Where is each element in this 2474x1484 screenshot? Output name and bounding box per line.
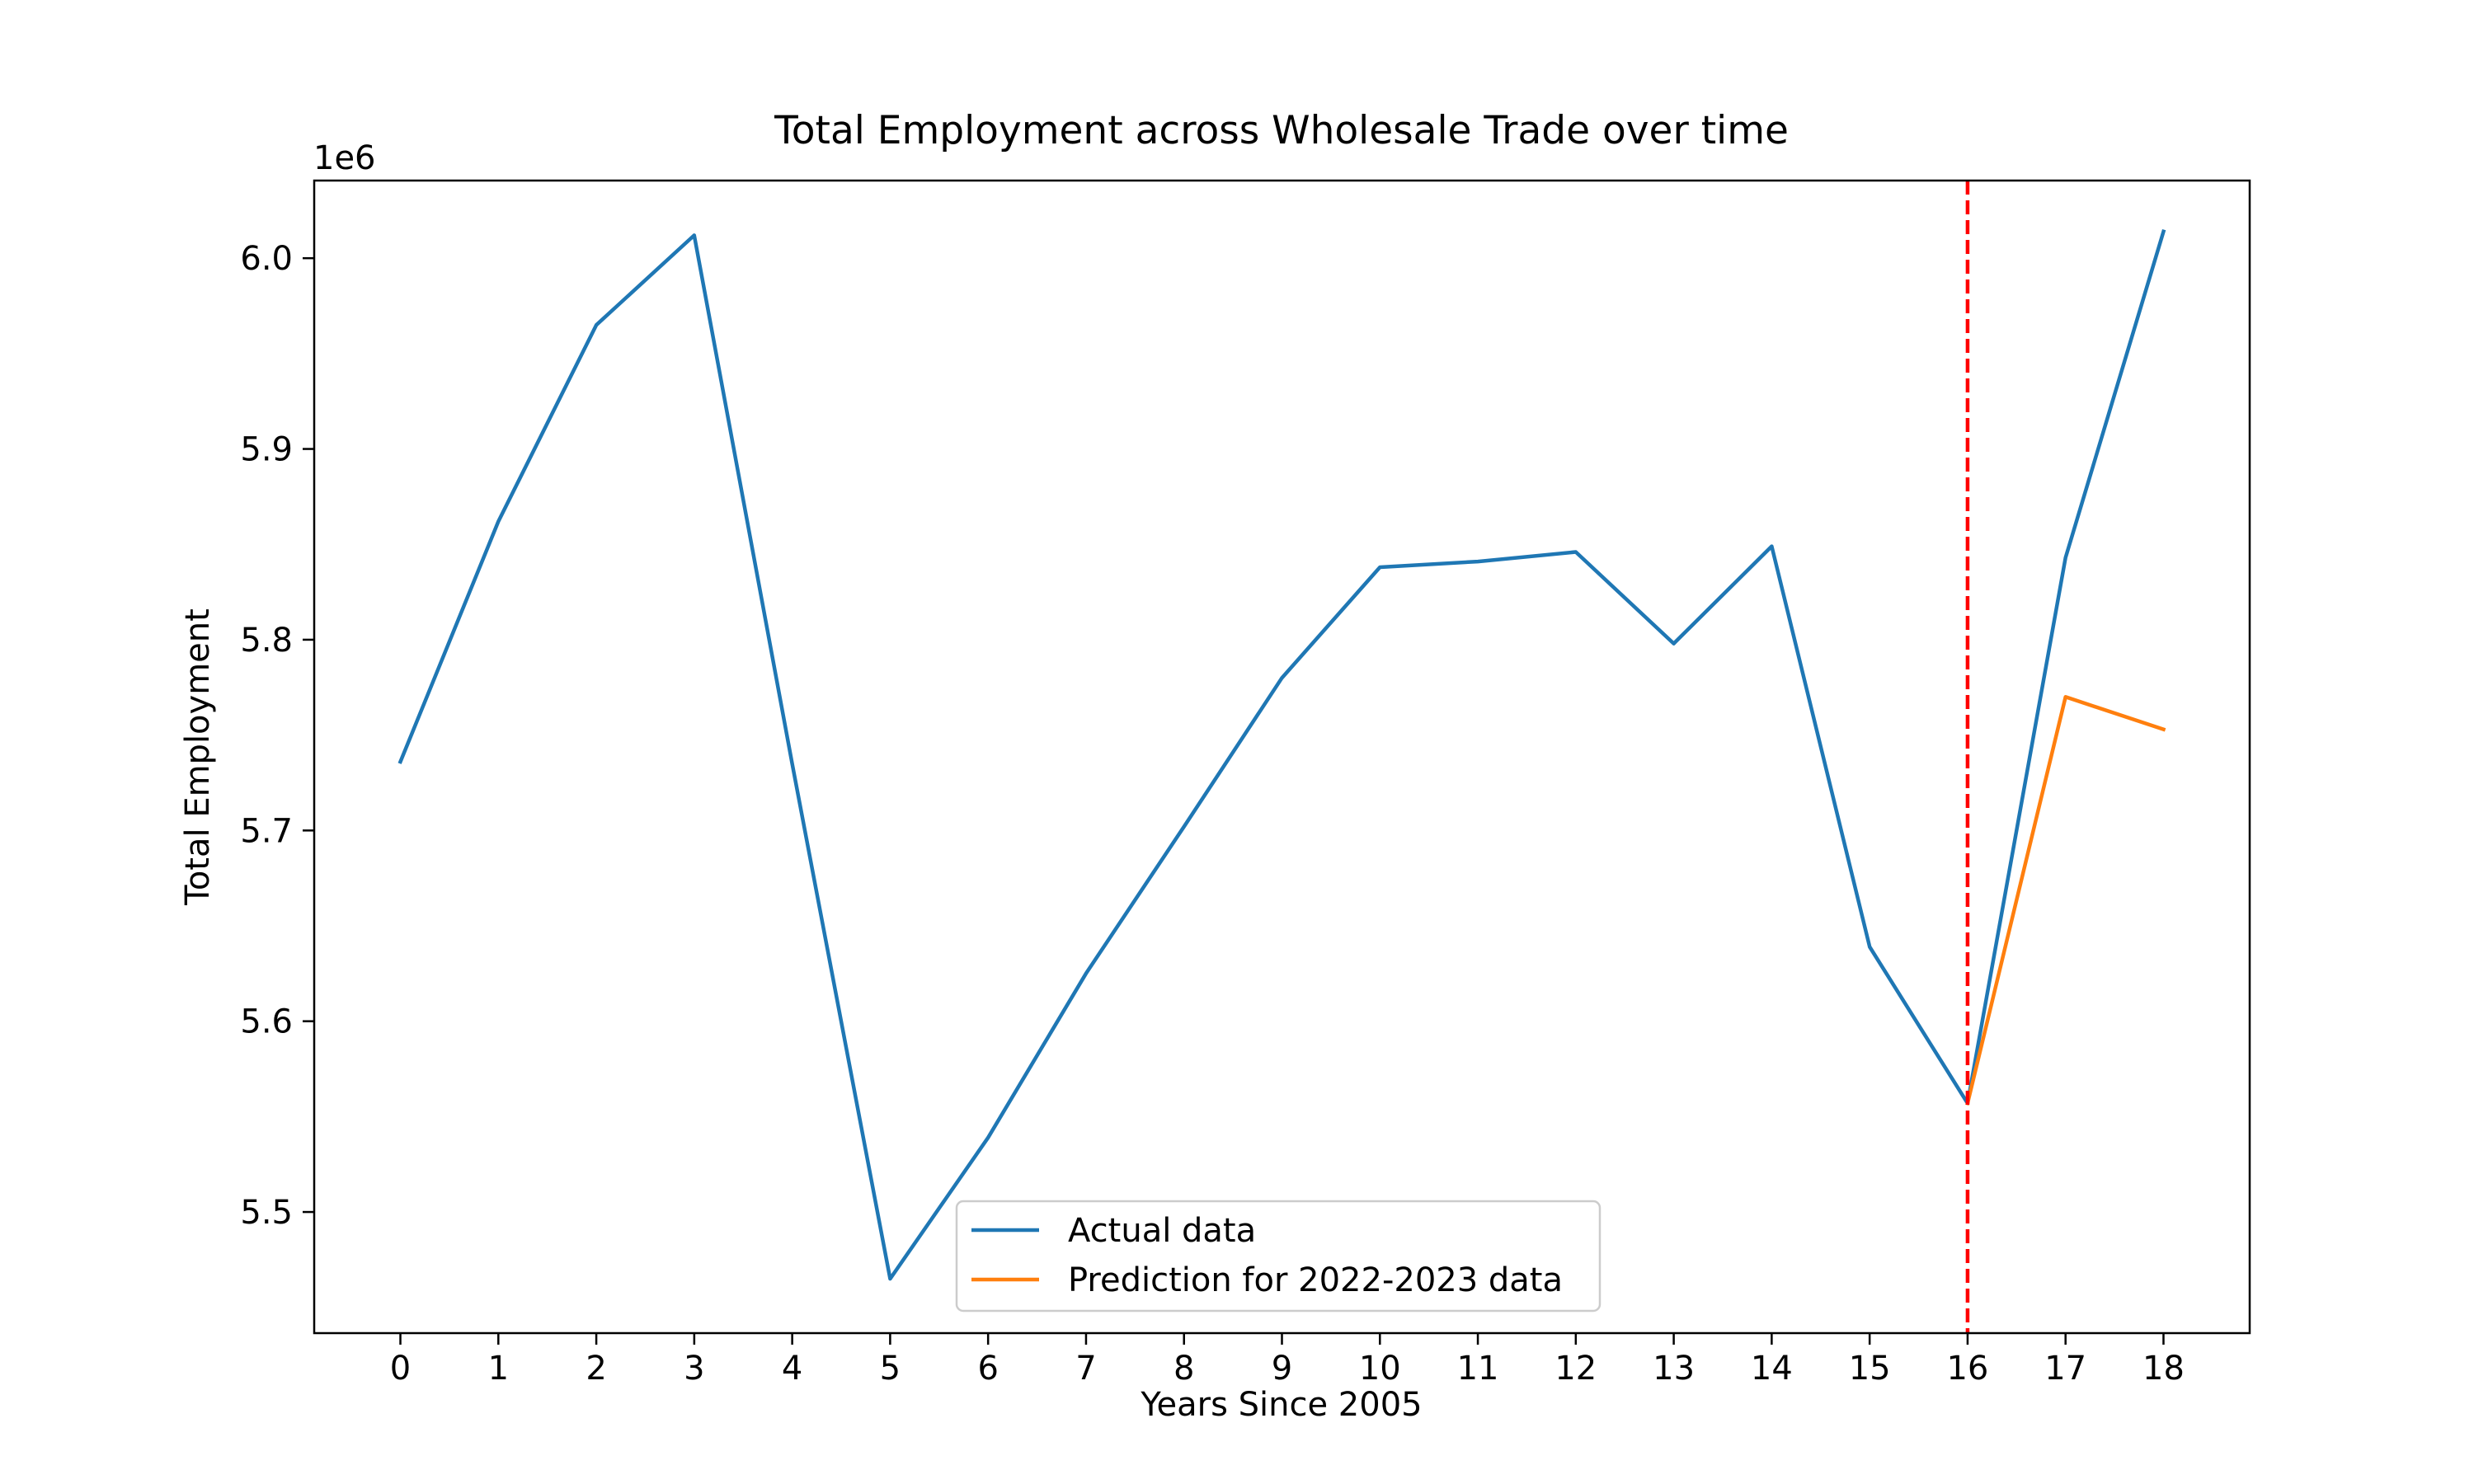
x-tick-label: 15 (1849, 1350, 1891, 1388)
x-tick-label: 14 (1751, 1350, 1793, 1388)
y-axis-label: Total Employment (179, 608, 217, 906)
y-tick-label: 5.8 (240, 622, 293, 660)
y-tick-label: 5.7 (240, 812, 293, 850)
x-tick-label: 0 (390, 1350, 411, 1388)
x-tick-label: 18 (2142, 1350, 2185, 1388)
x-tick-label: 17 (2044, 1350, 2086, 1388)
x-tick-label: 1 (488, 1350, 509, 1388)
legend-label: Prediction for 2022-2023 data (1068, 1261, 1563, 1299)
y-tick-label: 5.5 (240, 1194, 293, 1232)
axes: 0 1 2 3 4 5 6 7 8 9 10 11 12 13 14 15 16 17 185.55.65.75.8… (240, 179, 2251, 1388)
plot-area (397, 181, 2166, 1333)
x-tick-label: 6 (977, 1350, 998, 1388)
x-tick-label: 13 (1653, 1350, 1695, 1388)
x-tick-label: 11 (1457, 1350, 1499, 1388)
x-tick-label: 10 (1359, 1350, 1401, 1388)
x-tick-label: 16 (1946, 1350, 1988, 1388)
legend: Actual data Prediction for 2022-2023 data (955, 1200, 1602, 1313)
y-tick-label: 5.9 (240, 431, 293, 469)
legend-label: Actual data (1068, 1212, 1256, 1250)
series-line-1 (1965, 695, 2166, 1106)
legend-box (955, 1200, 1602, 1313)
y-tick-label: 5.6 (240, 1003, 293, 1041)
x-tick-label: 9 (1272, 1350, 1292, 1388)
y-offset-label: 1e6 (313, 139, 376, 177)
x-tick-label: 4 (782, 1350, 802, 1388)
x-tick-label: 8 (1174, 1350, 1194, 1388)
x-tick-label: 5 (880, 1350, 901, 1388)
x-tick-label: 2 (586, 1350, 606, 1388)
chart-title: Total Employment across Wholesale Trade … (774, 108, 1789, 153)
y-tick-label: 6.0 (240, 240, 293, 278)
x-tick-label: 7 (1075, 1350, 1096, 1388)
x-tick-label: 12 (1554, 1350, 1597, 1388)
series-line-0 (397, 228, 2166, 1281)
x-tick-label: 3 (684, 1350, 704, 1388)
x-axis-label: Years Since 2005 (1140, 1386, 1422, 1424)
